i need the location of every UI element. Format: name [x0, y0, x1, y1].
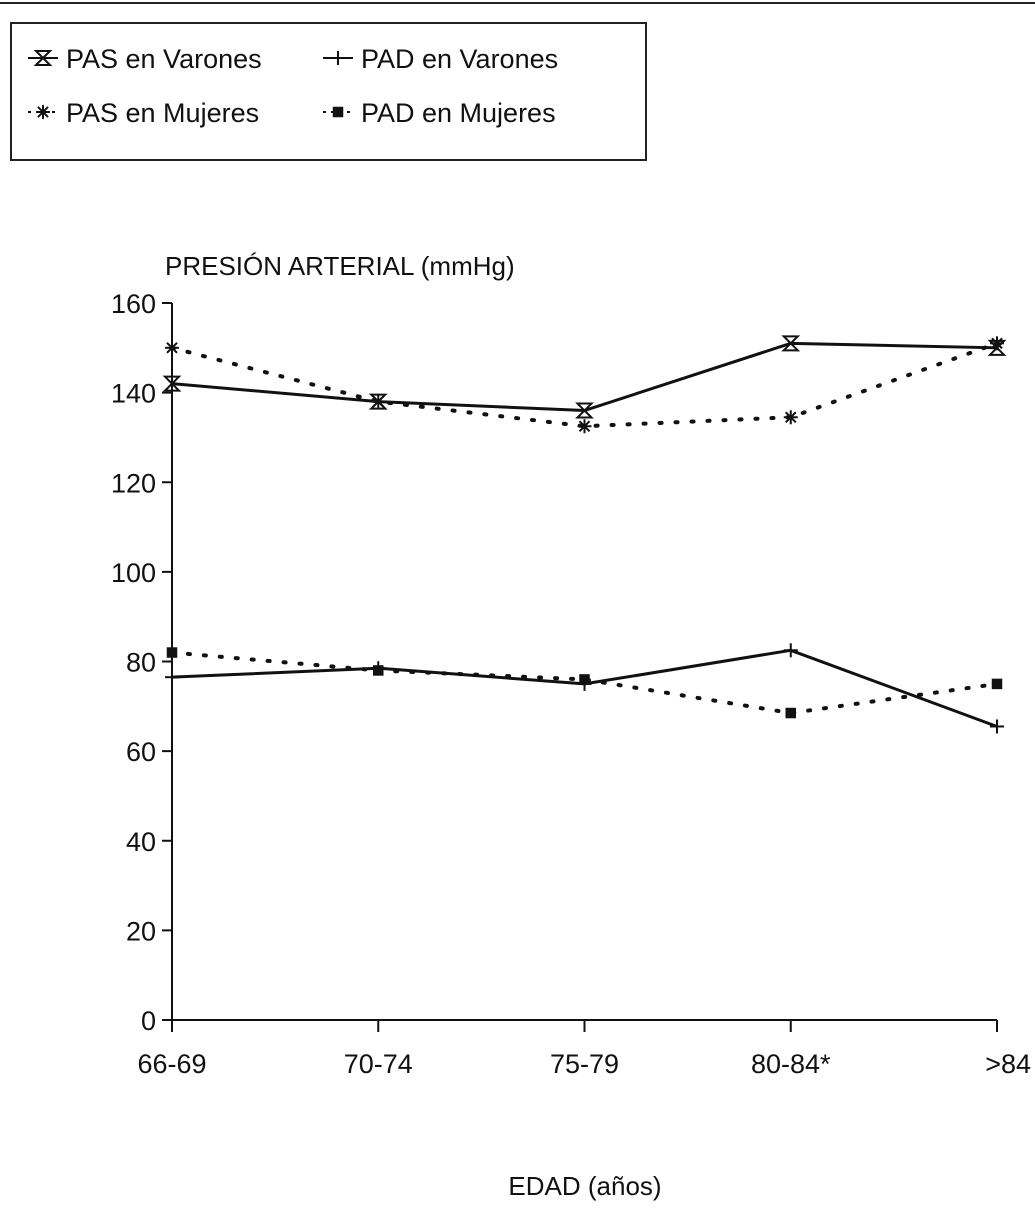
- legend-swatch-marker-1: [331, 51, 345, 65]
- y-tick-label-80: 80: [126, 648, 156, 678]
- legend-label-0: PAS en Varones: [66, 44, 262, 74]
- x-tick-label-0: 66-69: [137, 1049, 206, 1079]
- series-pas-en-varones: [162, 335, 1007, 419]
- series-line-2: [170, 341, 999, 429]
- y-axis-label: PRESIÓN ARTERIAL (mmHg): [165, 251, 515, 281]
- legend-label-2: PAS en Mujeres: [66, 98, 259, 128]
- legend-item-0: PAS en Varones: [28, 44, 262, 74]
- legend-item-3: PAD en Mujeres: [323, 98, 556, 128]
- y-tick-label-20: 20: [126, 916, 156, 946]
- legend-swatch-marker-3: [332, 106, 344, 118]
- legend-label-3: PAD en Mujeres: [361, 98, 556, 128]
- axes: 0 20 40 60 80 100 120 140 160 66-69 70-74 75-79 80-8…: [111, 289, 1031, 1079]
- legend-label-1: PAD en Varones: [361, 44, 558, 74]
- legend-item-2: PAS en Mujeres: [28, 98, 259, 128]
- y-tick-label-40: 40: [126, 827, 156, 857]
- y-tick-label-140: 140: [111, 379, 156, 409]
- point-1-0: [165, 670, 179, 685]
- y-tick-label-100: 100: [111, 558, 156, 588]
- legend: PAS en Varones PAD en Varones PAS en Mujer…: [28, 44, 558, 128]
- point-0-0: [162, 375, 182, 392]
- point-2-1: [371, 394, 386, 409]
- point-0-3: [781, 335, 801, 352]
- legend-swatch-marker-2: [36, 105, 50, 119]
- point-1-4: [990, 719, 1004, 734]
- legend-swatch-marker-0: [33, 50, 53, 66]
- point-3-0: [166, 647, 178, 658]
- x-tick-label-2: 75-79: [550, 1049, 619, 1079]
- series-line-0: [171, 341, 998, 413]
- point-3-3: [785, 707, 796, 719]
- series-pas-en-mujeres: [165, 336, 1004, 434]
- y-tick-label-60: 60: [126, 737, 156, 767]
- series-layer: [162, 335, 1007, 734]
- series-pad-en-varones: [165, 643, 1004, 734]
- x-tick-label-4: >84: [985, 1049, 1031, 1079]
- legend-box: [10, 22, 647, 161]
- y-tick-label-0: 0: [141, 1006, 156, 1036]
- point-0-2: [575, 402, 594, 419]
- point-3-1: [373, 665, 384, 676]
- point-1-3: [783, 643, 798, 658]
- top-rule: [0, 2, 1035, 4]
- x-tick-label-3: 80-84*: [751, 1049, 831, 1079]
- x-axis-label: EDAD (años): [508, 1171, 661, 1201]
- point-3-2: [579, 674, 590, 685]
- point-2-2: [577, 419, 592, 434]
- point-2-0: [165, 340, 179, 355]
- point-2-3: [783, 410, 798, 425]
- legend-item-1: PAD en Varones: [323, 44, 558, 74]
- series-pad-en-mujeres: [166, 647, 1003, 719]
- series-line-3: [170, 650, 999, 716]
- x-tick-label-1: 70-74: [344, 1049, 413, 1079]
- point-3-4: [991, 678, 1003, 690]
- y-tick-label-120: 120: [111, 468, 156, 498]
- point-2-4: [990, 336, 1004, 351]
- y-tick-label-160: 160: [111, 289, 156, 319]
